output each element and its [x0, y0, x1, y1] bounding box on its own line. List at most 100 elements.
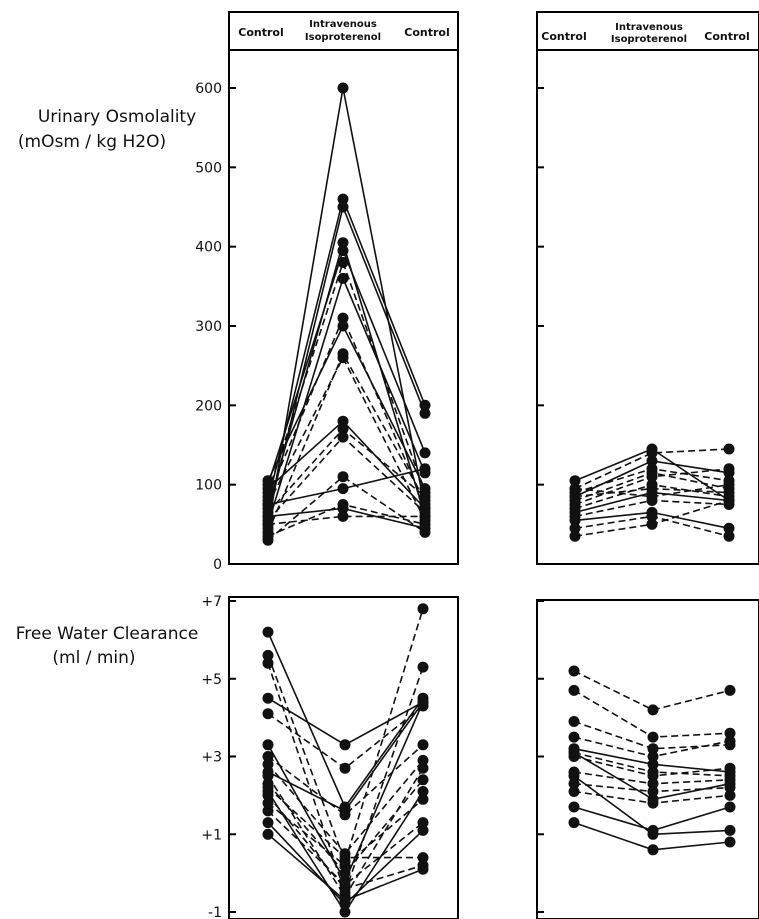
free-water-left-point-s9-2 — [339, 805, 351, 817]
osmolality-left-plot-frame — [228, 49, 459, 565]
osmolality-left-point-s7-2 — [337, 272, 349, 284]
free-water-right-point-s1-1 — [568, 665, 580, 677]
osmolality-left-point-s9-2 — [337, 320, 349, 332]
free-water-left-point-s7-1 — [262, 751, 274, 762]
free-water-left-point-s16-3 — [417, 852, 429, 864]
free-water-ytick-label: -1 — [208, 905, 222, 919]
osmolality-left-point-s9-1 — [262, 475, 274, 487]
free-water-right-point-s1-2 — [647, 704, 659, 716]
free-water-left-point-s12-3 — [417, 786, 429, 797]
osmolality-left-point-s9-3 — [419, 483, 431, 495]
free-water-right-plot-frame — [536, 599, 759, 919]
osmolality-left-point-s19-1 — [262, 518, 274, 530]
free-water-left-point-s2-3 — [417, 603, 429, 615]
free-water-left-point-s6-1 — [262, 739, 274, 751]
free-water-ytick-label: +3 — [201, 750, 222, 766]
osmolality-right-series-line-2 — [574, 448, 730, 490]
free-water-left-point-s14-3 — [417, 817, 429, 829]
osmolality-panel-right: Control Intravenous Isoproterenol Contro… — [536, 11, 759, 565]
free-water-right-point-s7-3 — [724, 762, 736, 774]
free-water-left-point-s10-1 — [262, 770, 274, 782]
osmolality-left-point-s12-1 — [262, 483, 274, 495]
osmolality-right-point-s11-2 — [646, 495, 658, 506]
osmolality-right-point-s13-2 — [646, 510, 658, 522]
osmolality-left-point-s3-3 — [419, 407, 431, 419]
free-water-right-point-s14-1 — [568, 770, 580, 782]
osmolality-ytick-label: 200 — [195, 398, 222, 414]
osmolality-right-point-s10-3 — [723, 479, 735, 491]
free-water-left-point-s4-2 — [339, 739, 351, 751]
free-water-ylabel-line1: Free Water Clearance — [16, 624, 199, 644]
free-water-right-point-s5-2 — [647, 758, 659, 770]
free-water-left-point-s12-2 — [339, 906, 351, 918]
free-water-right-point-s4-3 — [724, 735, 736, 747]
free-water-right-point-s10-2 — [647, 786, 659, 797]
osmolality-left-point-s8-2 — [337, 312, 349, 324]
osmolality-right-point-s10-1 — [569, 483, 581, 495]
osmolality-right-point-s6-3 — [723, 463, 735, 475]
free-water-left-series-line-8 — [267, 759, 424, 855]
free-water-right-point-s2-3 — [724, 727, 736, 739]
osmolality-left-series-line-19 — [267, 515, 425, 526]
osmolality-right-header-isoproterenol-line1: Intravenous — [615, 22, 683, 33]
osmolality-left-point-s5-3 — [419, 447, 431, 459]
free-water-left-point-s2-1 — [262, 649, 274, 661]
osmolality-left-point-s11-2 — [337, 352, 349, 364]
osmolality-left-point-s6-2 — [337, 257, 349, 268]
free-water-right-point-s12-1 — [568, 801, 580, 813]
free-water-left-point-s18-3 — [417, 859, 429, 871]
osmolality-ylabel-line1: Urinary Osmolality — [38, 107, 196, 127]
free-water-left-point-s1-1 — [262, 626, 274, 638]
free-water-ytick-label: +5 — [201, 672, 222, 688]
free-water-panel-left — [228, 596, 459, 919]
osmolality-left-point-s13-2 — [337, 423, 349, 435]
free-water-right-point-s2-2 — [647, 731, 659, 743]
osmolality-left-point-s3-2 — [337, 201, 349, 213]
osmolality-left-point-s15-2 — [337, 471, 349, 483]
free-water-ytick-label: +7 — [201, 594, 222, 610]
osmolality-left-header-control-2: Control — [404, 26, 449, 39]
osmolality-left-point-s19-3 — [419, 510, 431, 522]
free-water-left-marks — [262, 603, 429, 918]
free-water-left-series-line-14 — [267, 810, 424, 886]
osmolality-left-point-s5-2 — [337, 245, 349, 257]
free-water-left-point-s18-2 — [339, 883, 351, 895]
free-water-left-point-s3-3 — [417, 661, 429, 673]
free-water-ytick-label: +1 — [201, 827, 222, 843]
osmolality-right-plot-frame — [536, 49, 759, 565]
osmolality-left-point-s17-1 — [262, 530, 274, 542]
osmolality-left-point-s4-2 — [337, 237, 349, 249]
osmolality-right-marks — [569, 443, 735, 542]
osmolality-left-point-s18-3 — [419, 522, 431, 534]
osmolality-right-point-s12-3 — [723, 522, 735, 534]
free-water-right-point-s11-1 — [568, 786, 580, 797]
free-water-left-point-s8-1 — [262, 758, 274, 770]
osmolality-left-point-s13-3 — [419, 491, 431, 503]
osmolality-left-series-line-11 — [267, 355, 426, 521]
free-water-right-point-s4-2 — [647, 751, 659, 762]
osmolality-right-point-s14-1 — [569, 530, 581, 542]
free-water-left-point-s17-2 — [339, 894, 351, 906]
osmolality-right-point-s3-2 — [646, 455, 658, 467]
osmolality-ytick-label: 500 — [195, 160, 222, 176]
free-water-left-point-s9-3 — [417, 696, 429, 708]
osmolality-left-point-s12-2 — [337, 415, 349, 427]
osmolality-left-point-s2-2 — [337, 193, 349, 205]
free-water-left-point-s15-3 — [417, 824, 429, 836]
osmolality-left-point-s14-2 — [337, 431, 349, 443]
osmolality-panel-left: Control Intravenous Isoproterenol Contro… — [228, 11, 459, 565]
osmolality-ytick-label: 300 — [195, 319, 222, 335]
free-water-right-point-s14-3 — [724, 824, 736, 836]
free-water-left-point-s8-3 — [417, 754, 429, 766]
free-water-left-point-s17-1 — [262, 828, 274, 840]
axis-ticks: 0 100 200 300 400 500 600 -1 +1 +3 +5 +7 — [195, 81, 544, 919]
free-water-right-point-s13-1 — [568, 817, 580, 829]
free-water-left-point-s7-3 — [417, 739, 429, 751]
free-water-left-point-s18-1 — [262, 789, 274, 801]
osmolality-right-header-control-1: Control — [541, 30, 586, 43]
free-water-right-point-s10-1 — [568, 778, 580, 790]
osmolality-left-point-s2-3 — [419, 399, 431, 411]
osmolality-left-point-s19-2 — [337, 510, 349, 522]
free-water-left-series-line-11 — [267, 779, 424, 875]
free-water-right-point-s14-2 — [647, 828, 659, 840]
